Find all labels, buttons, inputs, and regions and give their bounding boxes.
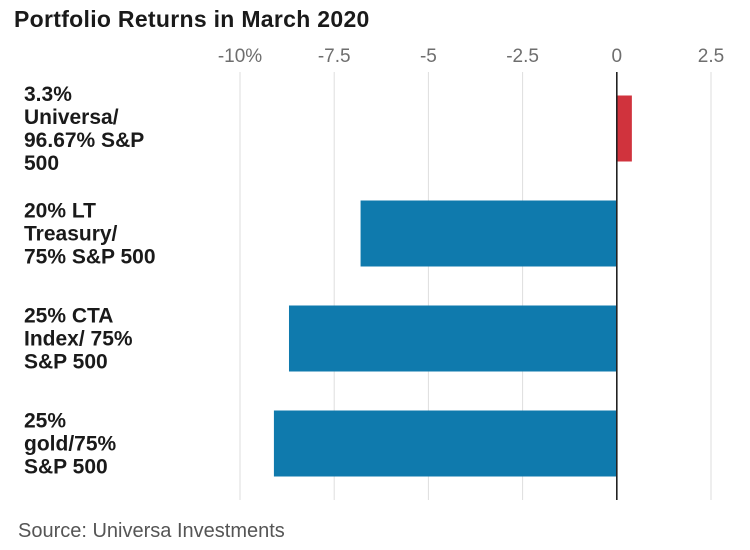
category-label-line: Universa/ xyxy=(24,106,119,129)
category-label-line: 500 xyxy=(24,152,59,175)
x-tick-label: 0 xyxy=(612,46,623,67)
x-axis-ticks: -10% -7.5 -5 -2.5 0 2.5 xyxy=(218,46,724,67)
category-label: 25% CTA Index/ 75% S&P 500 xyxy=(24,305,133,374)
category-label-line: Treasury/ xyxy=(24,223,118,246)
bar xyxy=(288,305,617,372)
category-label-line: 20% LT xyxy=(24,200,96,223)
category-labels: 3.3% Universa/96.67% S&P 500 20% LT Treasury… xyxy=(24,83,156,479)
bar xyxy=(616,95,632,162)
category-label-line: 96.67% S&P xyxy=(24,129,144,152)
category-label-line: 75% S&P 500 xyxy=(24,246,156,269)
bar xyxy=(273,410,617,477)
category-label-line: gold/75% xyxy=(24,433,117,456)
x-tick-label: -2.5 xyxy=(506,46,539,67)
x-tick-label: -10% xyxy=(218,46,262,67)
category-label-line: S&P 500 xyxy=(24,351,108,374)
category-label-line: S&P 500 xyxy=(24,456,108,479)
category-label-line: 3.3% xyxy=(24,83,72,106)
bars xyxy=(273,95,632,477)
category-label: 3.3% Universa/96.67% S&P 500 xyxy=(24,83,144,175)
x-tick-label: -7.5 xyxy=(318,46,351,67)
category-label-line: 25% CTA xyxy=(24,305,113,328)
x-tick-label: -5 xyxy=(420,46,437,67)
x-tick-label: 2.5 xyxy=(698,46,724,67)
category-label: 20% LT Treasury/75% S&P 500 xyxy=(24,200,156,269)
category-label-line: 25% xyxy=(24,410,66,433)
source-note: Source: Universa Investments xyxy=(18,520,285,542)
chart-title: Portfolio Returns in March 2020 xyxy=(14,6,370,32)
bar xyxy=(360,200,617,267)
category-label-line: Index/ 75% xyxy=(24,328,133,351)
category-label: 25% gold/75% S&P 500 xyxy=(24,410,117,479)
